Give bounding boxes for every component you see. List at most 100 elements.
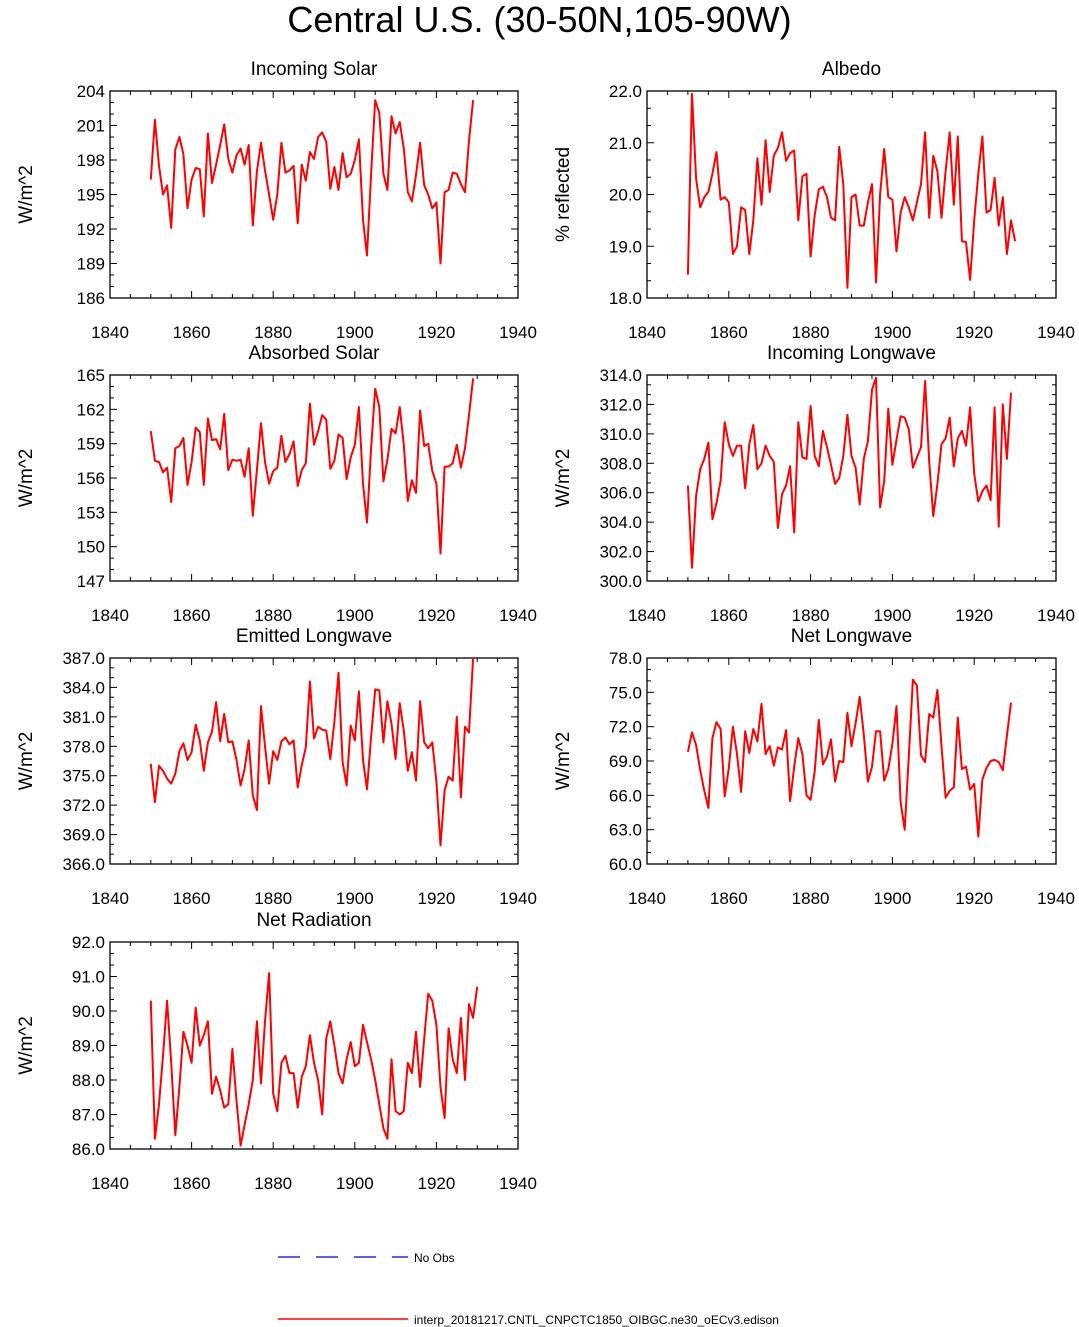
legend-model-line	[278, 1318, 408, 1320]
y-tick-label: 60.0	[609, 855, 642, 874]
chart-panel-5: Emitted Longwave W/m^2 1840 1860 1880 1900 192…	[16, 626, 537, 908]
chart-panel-1: Incoming Solar W/m^2 1840 1860 1880 1900 1920 1…	[16, 59, 537, 342]
y-tick-label: 69.0	[609, 752, 642, 771]
y-tick-label: 387.0	[62, 649, 105, 668]
y-tick-label: 72.0	[609, 718, 642, 737]
series-line-1	[149, 378, 475, 555]
y-axis-label: W/m^2	[553, 732, 574, 791]
chart-panel-6: Net Longwave W/m^2 1840 1860 1880 1900 1920 194…	[553, 626, 1075, 908]
series-line-1	[149, 972, 479, 1147]
x-tick-label: 1840	[628, 889, 666, 908]
y-tick-label: 91.0	[72, 968, 105, 987]
chart-title: Absorbed Solar	[249, 343, 381, 364]
series-line-1	[149, 99, 475, 265]
page-title: Central U.S. (30-50N,105-90W)	[287, 0, 792, 40]
y-tick-label: 147	[77, 572, 105, 591]
series-line-1	[686, 678, 1012, 838]
x-tick-label: 1840	[91, 323, 129, 342]
y-tick-label: 150	[77, 538, 105, 557]
chart-panel-3: Absorbed Solar W/m^2 1840 1860 1880 1900 1920 1…	[16, 343, 537, 625]
y-tick-label: 189	[77, 255, 105, 274]
y-tick-label: 300.0	[599, 572, 642, 591]
x-tick-label: 1920	[955, 889, 993, 908]
x-tick-label: 1940	[1037, 889, 1075, 908]
x-tick-label: 1920	[417, 323, 455, 342]
x-tick-label: 1860	[710, 323, 748, 342]
y-tick-label: 20.0	[609, 186, 642, 205]
y-tick-label: 369.0	[62, 826, 105, 845]
y-tick-label: 86.0	[72, 1140, 105, 1159]
chart-title: Albedo	[822, 59, 881, 80]
y-tick-label: 314.0	[599, 366, 642, 385]
y-tick-label: 204	[77, 82, 105, 101]
x-tick-label: 1940	[1037, 323, 1075, 342]
y-tick-label: 312.0	[599, 395, 642, 414]
y-tick-label: 159	[77, 435, 105, 454]
y-axis-label: % reflected	[553, 147, 574, 242]
y-tick-label: 372.0	[62, 796, 105, 815]
chart-title: Incoming Solar	[251, 59, 378, 80]
x-tick-label: 1880	[254, 889, 292, 908]
x-tick-label: 1920	[955, 323, 993, 342]
plot-frame	[646, 374, 1057, 582]
x-tick-label: 1880	[792, 606, 830, 625]
y-tick-label: 153	[77, 503, 105, 522]
y-tick-label: 89.0	[72, 1037, 105, 1056]
plot-frame	[109, 90, 519, 299]
y-axis-label: W/m^2	[16, 449, 37, 508]
x-tick-label: 1840	[628, 606, 666, 625]
y-tick-label: 75.0	[609, 683, 642, 702]
x-tick-label: 1920	[417, 1174, 455, 1193]
y-tick-label: 310.0	[599, 425, 642, 444]
x-tick-label: 1860	[173, 323, 211, 342]
chart-title: Net Radiation	[256, 910, 371, 931]
series-line-1	[149, 657, 475, 847]
chart-panel-2: Albedo % reflected 1840 1860 1880 1900 1920 194…	[553, 59, 1075, 342]
y-tick-label: 22.0	[609, 82, 642, 101]
y-tick-label: 201	[77, 117, 105, 136]
chart-panel-7: Net Radiation W/m^2 1840 1860 1880 1900 1920 19…	[16, 910, 537, 1193]
x-tick-label: 1840	[91, 606, 129, 625]
chart-title: Incoming Longwave	[767, 343, 936, 364]
x-tick-label: 1900	[336, 606, 374, 625]
y-tick-label: 302.0	[599, 543, 642, 562]
x-tick-label: 1880	[254, 606, 292, 625]
legend-obs-line	[278, 1256, 408, 1258]
x-tick-label: 1860	[710, 606, 748, 625]
y-tick-label: 198	[77, 151, 105, 170]
x-tick-label: 1880	[254, 1174, 292, 1193]
y-tick-label: 378.0	[62, 737, 105, 756]
x-tick-label: 1860	[173, 1174, 211, 1193]
series-line-1	[686, 376, 1012, 569]
x-tick-label: 1900	[336, 889, 374, 908]
y-axis-label: W/m^2	[16, 165, 37, 224]
y-tick-label: 18.0	[609, 289, 642, 308]
y-tick-label: 165	[77, 366, 105, 385]
x-tick-label: 1880	[254, 323, 292, 342]
y-tick-label: 162	[77, 400, 105, 419]
x-tick-label: 1940	[499, 323, 537, 342]
x-tick-label: 1840	[91, 1174, 129, 1193]
plot-frame	[109, 374, 519, 582]
y-tick-label: 306.0	[599, 484, 642, 503]
plot-frame	[109, 657, 519, 865]
x-tick-label: 1860	[173, 606, 211, 625]
y-tick-label: 87.0	[72, 1106, 105, 1125]
y-tick-label: 21.0	[609, 134, 642, 153]
x-tick-label: 1940	[499, 1174, 537, 1193]
legend-obs-label: No Obs	[414, 1251, 455, 1265]
x-tick-label: 1880	[792, 889, 830, 908]
y-tick-label: 78.0	[609, 649, 642, 668]
y-axis-label: W/m^2	[16, 1016, 37, 1075]
chart-title: Emitted Longwave	[236, 626, 392, 647]
y-tick-label: 375.0	[62, 767, 105, 786]
y-tick-label: 92.0	[72, 933, 105, 952]
y-tick-label: 186	[77, 289, 105, 308]
plot-frame	[646, 90, 1057, 299]
y-tick-label: 195	[77, 186, 105, 205]
y-tick-label: 156	[77, 469, 105, 488]
chart-title: Net Longwave	[791, 626, 912, 647]
legend-model-label: interp_20181217.CNTL_CNPCTC1850_OIBGC.ne…	[414, 1313, 779, 1327]
y-tick-label: 63.0	[609, 821, 642, 840]
chart-panel-4: Incoming Longwave W/m^2 1840 1860 1880 1900 19…	[553, 343, 1075, 625]
